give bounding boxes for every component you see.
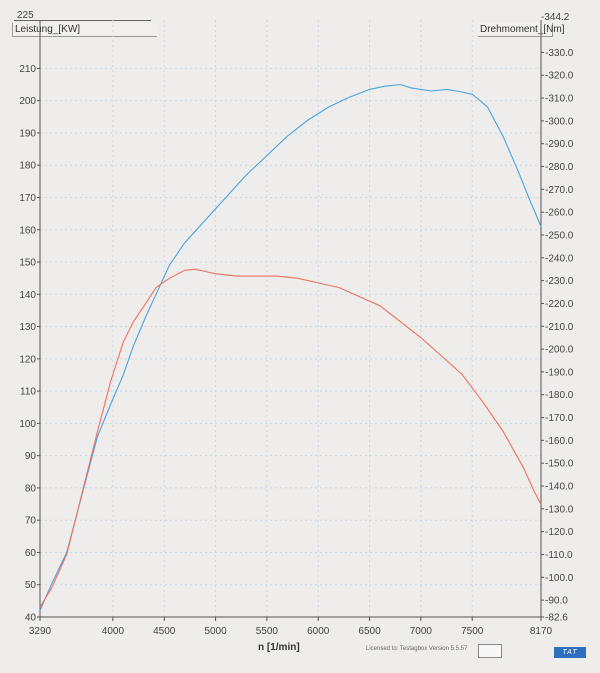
y-left-tick-label: 120 bbox=[19, 354, 36, 365]
y-right-tick-label: -250.0 bbox=[545, 230, 574, 241]
x-tick-label: 3290 bbox=[29, 626, 52, 637]
x-tick-label: 7000 bbox=[410, 626, 433, 637]
y-left-tick-label: 210 bbox=[19, 64, 36, 75]
x-tick-label: 6000 bbox=[307, 626, 330, 637]
y-left-tick-label: 50 bbox=[25, 580, 37, 591]
y-right-tick-label: -240.0 bbox=[545, 253, 574, 264]
y-left-tick-label: 100 bbox=[19, 419, 36, 430]
x-tick-label: 8170 bbox=[530, 626, 553, 637]
y-right-tick-label: -200.0 bbox=[545, 345, 574, 356]
license-box bbox=[478, 644, 502, 658]
y-right-tick-label: -100.0 bbox=[545, 573, 574, 584]
y-left-tick-label: 60 bbox=[25, 548, 37, 559]
y-left-tick-label: 150 bbox=[19, 258, 36, 269]
y-left-max-value: 225 bbox=[17, 10, 34, 21]
y-right-tick-label: -82.6 bbox=[545, 613, 568, 624]
y-left-tick-label: 90 bbox=[25, 451, 37, 462]
y-right-tick-label: -230.0 bbox=[545, 276, 574, 287]
y-right-tick-label: -180.0 bbox=[545, 390, 574, 401]
y-left-tick-label: 170 bbox=[19, 193, 36, 204]
top-rule bbox=[14, 20, 151, 21]
y-right-tick-label: -120.0 bbox=[545, 527, 574, 538]
license-text: Licensed to: Testagbox Version 5.5.57 bbox=[366, 646, 468, 652]
y-right-tick-label: -190.0 bbox=[545, 367, 574, 378]
x-tick-label: 5000 bbox=[204, 626, 227, 637]
y-right-tick-label: -160.0 bbox=[545, 436, 574, 447]
y-left-tick-label: 140 bbox=[19, 290, 36, 301]
series-line-leistung bbox=[39, 83, 542, 611]
y-left-tick-label: 190 bbox=[19, 128, 36, 139]
x-tick-label: 5500 bbox=[256, 626, 279, 637]
y-right-tick-label: -130.0 bbox=[545, 504, 574, 515]
y-right-tick-label: -170.0 bbox=[545, 413, 574, 424]
y-right-axis-title: Drehmoment_[Nm] bbox=[478, 23, 565, 37]
y-left-tick-label: 70 bbox=[25, 516, 37, 527]
y-right-tick-label: -110.0 bbox=[545, 550, 573, 561]
y-right-tick-label: -280.0 bbox=[545, 162, 574, 173]
y-right-tick-label: -320.0 bbox=[545, 71, 574, 82]
y-right-tick-label: -140.0 bbox=[545, 482, 574, 493]
y-left-tick-label: 80 bbox=[25, 483, 37, 494]
y-right-tick-label: -270.0 bbox=[545, 185, 574, 196]
y-left-tick-label: 40 bbox=[25, 613, 37, 624]
series-line-drehmoment bbox=[39, 268, 542, 608]
x-tick-label: 4000 bbox=[102, 626, 125, 637]
y-left-tick-label: 160 bbox=[19, 225, 36, 236]
y-right-tick-label: -220.0 bbox=[545, 299, 574, 310]
y-left-tick-label: 130 bbox=[19, 322, 36, 333]
y-right-tick-label: -150.0 bbox=[545, 459, 574, 470]
x-tick-label: 6500 bbox=[358, 626, 381, 637]
x-tick-label: 4500 bbox=[153, 626, 176, 637]
y-right-tick-label: -90.0 bbox=[545, 596, 568, 607]
y-right-tick-label: -210.0 bbox=[545, 322, 574, 333]
y-right-tick-label: -310.0 bbox=[545, 94, 574, 105]
y-right-max-value: -344.2 bbox=[541, 12, 570, 23]
y-left-tick-label: 200 bbox=[19, 96, 36, 107]
y-left-tick-label: 180 bbox=[19, 161, 36, 172]
y-left-tick-label: 110 bbox=[20, 387, 36, 398]
y-left-axis-title: Leistung_[KW] bbox=[12, 23, 157, 37]
x-tick-label: 7500 bbox=[461, 626, 484, 637]
tat-logo: TAT bbox=[554, 647, 586, 658]
y-right-tick-label: -300.0 bbox=[545, 116, 574, 127]
x-axis-title: n [1/min] bbox=[258, 642, 300, 653]
y-right-tick-label: -330.0 bbox=[545, 48, 574, 59]
y-right-tick-label: -260.0 bbox=[545, 208, 574, 219]
y-right-tick-label: -290.0 bbox=[545, 139, 574, 150]
